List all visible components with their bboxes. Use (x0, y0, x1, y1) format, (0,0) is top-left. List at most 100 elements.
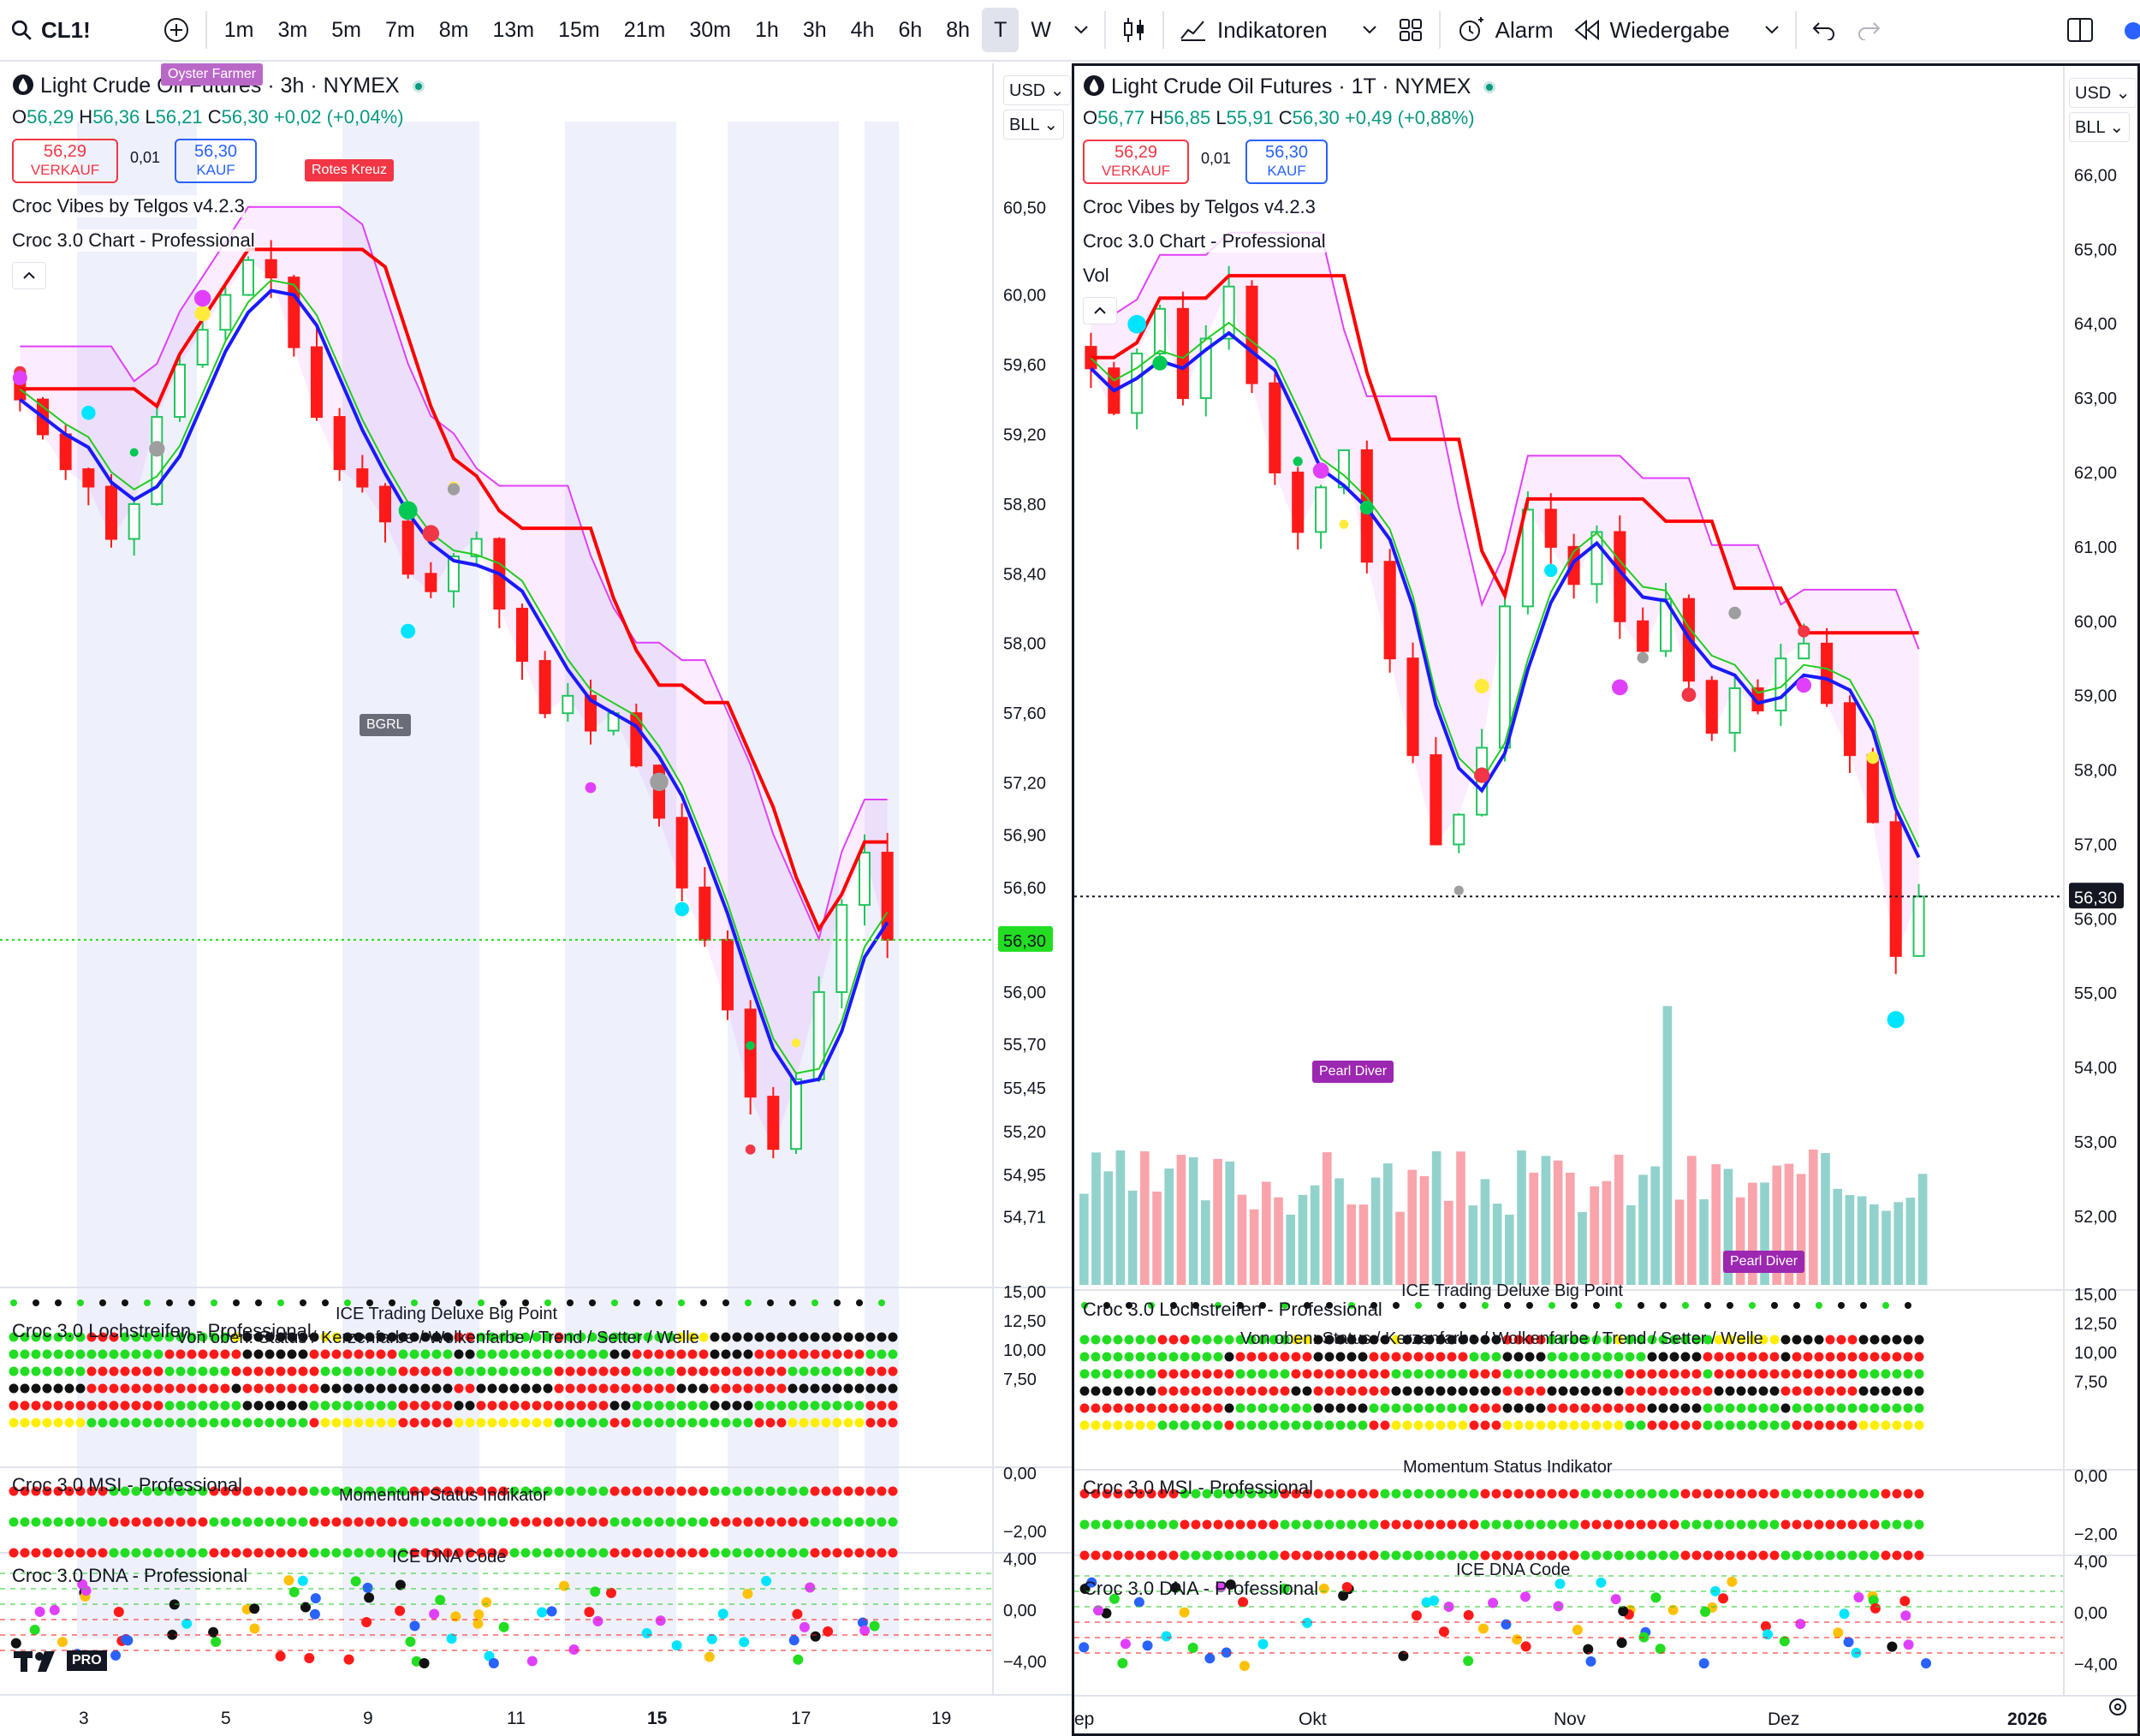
msi-dot (164, 1517, 175, 1527)
tradingview-logo[interactable]: PRO (14, 1647, 116, 1674)
lochstreifen-dot (654, 1418, 664, 1428)
indicator-croc-vibes[interactable]: Croc Vibes by Telgos v4.2.3 (1083, 196, 1316, 218)
lochstreifen-dot (454, 1418, 464, 1428)
lochstreifen-dot (164, 1349, 175, 1359)
lochstreifen-dot (53, 1349, 63, 1359)
lochstreifen-dot (1892, 1335, 1902, 1345)
lochstreifen-dot (64, 1383, 74, 1394)
msi-dot (832, 1548, 842, 1558)
timeframe-15m[interactable]: 15m (558, 17, 600, 42)
timeframe-5m[interactable]: 5m (331, 17, 361, 42)
indicator-croc-chart[interactable]: Croc 3.0 Chart - Professional (1083, 230, 1326, 253)
timeframe-8m[interactable]: 8m (438, 17, 469, 42)
timeframe-W[interactable]: W (1031, 17, 1051, 42)
lochstreifen-dot (1658, 1335, 1668, 1345)
unit-select[interactable]: BLL ⌄ (2069, 112, 2131, 142)
sub1-title[interactable]: Croc 3.0 Lochstreifen - Professional (1083, 1299, 1382, 1320)
volume-bar (1383, 1163, 1393, 1285)
buy-button[interactable]: 56,30 KAUF (175, 139, 257, 183)
sell-button[interactable]: 56,29 VERKAUF (1083, 140, 1189, 184)
lochstreifen-dot (64, 1349, 74, 1359)
msi-dot (1146, 1550, 1156, 1561)
msi-dot (1302, 1489, 1312, 1499)
settings-gear-button[interactable] (2107, 1696, 2129, 1722)
bigpoint-dot (433, 1299, 440, 1306)
indicator-croc-vibes[interactable]: Croc Vibes by Telgos v4.2.3 (12, 195, 245, 217)
lochstreifen-dot (109, 1349, 119, 1359)
timeframe-21m[interactable]: 21m (623, 17, 666, 42)
timeframe-4h[interactable]: 4h (850, 17, 875, 42)
redo-button[interactable] (1846, 0, 1891, 61)
msi-dot (554, 1548, 564, 1558)
cloud-icon-button[interactable] (2104, 0, 2140, 61)
dna-dot (1650, 1592, 1661, 1603)
timeframe-30m[interactable]: 30m (689, 17, 732, 42)
lochstreifen-dot (554, 1332, 564, 1342)
dna-dot (859, 1625, 871, 1636)
msi-dot (732, 1486, 742, 1496)
indicators-button[interactable]: Indikatoren (1169, 0, 1388, 61)
indicator-volume[interactable]: Vol (1083, 265, 1109, 287)
lochstreifen-dot (331, 1349, 342, 1359)
replay-button[interactable]: Wiedergabe (1564, 0, 1790, 61)
candle-body (219, 294, 232, 331)
lochstreifen-dot (1402, 1386, 1412, 1396)
templates-button[interactable] (1388, 0, 1434, 61)
timeframe-3m[interactable]: 3m (277, 17, 308, 42)
lochstreifen-dot (1536, 1386, 1546, 1396)
lochstreifen-dot (1369, 1420, 1379, 1430)
lochstreifen-dot (1113, 1403, 1123, 1413)
currency-select[interactable]: USD ⌄ (1003, 75, 1071, 105)
timeframe-T[interactable]: T (982, 8, 1019, 52)
left-chart-canvas[interactable]: 60,5060,0059,6059,2058,8058,4058,0057,60… (0, 63, 1072, 1736)
timeframe-3h[interactable]: 3h (802, 17, 827, 42)
unit-select[interactable]: BLL ⌄ (1003, 110, 1065, 140)
collapse-legend-button[interactable] (12, 262, 46, 289)
collapse-legend-button[interactable] (1083, 297, 1117, 324)
sub1-title[interactable]: Croc 3.0 Lochstreifen - Professional (12, 1320, 312, 1341)
undo-button[interactable] (1802, 0, 1846, 61)
lochstreifen-dot (31, 1366, 41, 1376)
lochstreifen-dot (86, 1366, 97, 1376)
lochstreifen-dot (1836, 1352, 1846, 1362)
lochstreifen-dot (309, 1418, 319, 1428)
subpane-tick: 4,00 (2074, 1553, 2107, 1572)
alarm-button[interactable]: Alarm (1446, 0, 1564, 61)
timeframe-1m[interactable]: 1m (223, 17, 254, 42)
timeframe-1h[interactable]: 1h (755, 17, 779, 42)
lochstreifen-dot (543, 1349, 553, 1359)
buy-button[interactable]: 56,30 KAUF (1245, 140, 1328, 184)
sub3-title[interactable]: Croc 3.0 DNA - Professional (1083, 1578, 1319, 1599)
timeframe-13m[interactable]: 13m (492, 17, 535, 42)
lochstreifen-dot (765, 1400, 776, 1411)
lochstreifen-dot (1680, 1369, 1691, 1379)
layout-button[interactable] (2056, 0, 2104, 61)
right-chart-canvas[interactable]: 66,0065,0064,0063,0062,0061,0060,0059,00… (1074, 66, 2137, 1733)
price-tick: 52,00 (2074, 1208, 2117, 1227)
lochstreifen-dot (1235, 1420, 1245, 1430)
sub2-title[interactable]: Croc 3.0 MSI - Professional (12, 1474, 242, 1495)
dna-dot (211, 1636, 222, 1647)
currency-select[interactable]: USD ⌄ (2069, 78, 2137, 108)
lochstreifen-dot (231, 1400, 241, 1411)
timeframe-6h[interactable]: 6h (898, 17, 923, 42)
lochstreifen-dot (1369, 1369, 1379, 1379)
lochstreifen-dot (732, 1332, 742, 1342)
msi-dot (42, 1548, 52, 1558)
indicator-croc-chart[interactable]: Croc 3.0 Chart - Professional (12, 229, 255, 252)
msi-dot (1246, 1550, 1257, 1561)
dna-dot (1667, 1604, 1679, 1615)
left-chart-pane[interactable]: 60,50 60,00 59,60 59,20 58,80 58,40 58,00 57,60… (0, 63, 1072, 1736)
sub2-title[interactable]: Croc 3.0 MSI - Professional (1083, 1477, 1313, 1498)
price-tick: 56,90 (1003, 827, 1046, 846)
compare-button[interactable] (152, 0, 200, 61)
timeframe-8h[interactable]: 8h (946, 17, 971, 42)
right-chart-pane[interactable]: 66,00 65,00 64,00 63,00 62,00 61,00 60,00 59,00… (1072, 63, 2140, 1736)
timeframe-dropdown[interactable] (1063, 0, 1099, 61)
sub3-title[interactable]: Croc 3.0 DNA - Professional (12, 1565, 248, 1586)
timeframe-7m[interactable]: 7m (384, 17, 415, 42)
symbol-search[interactable]: CL1! (0, 0, 101, 61)
chart-type-button[interactable] (1111, 0, 1157, 61)
sell-button[interactable]: 56,29 VERKAUF (12, 139, 118, 183)
lochstreifen-dot (1825, 1386, 1835, 1396)
